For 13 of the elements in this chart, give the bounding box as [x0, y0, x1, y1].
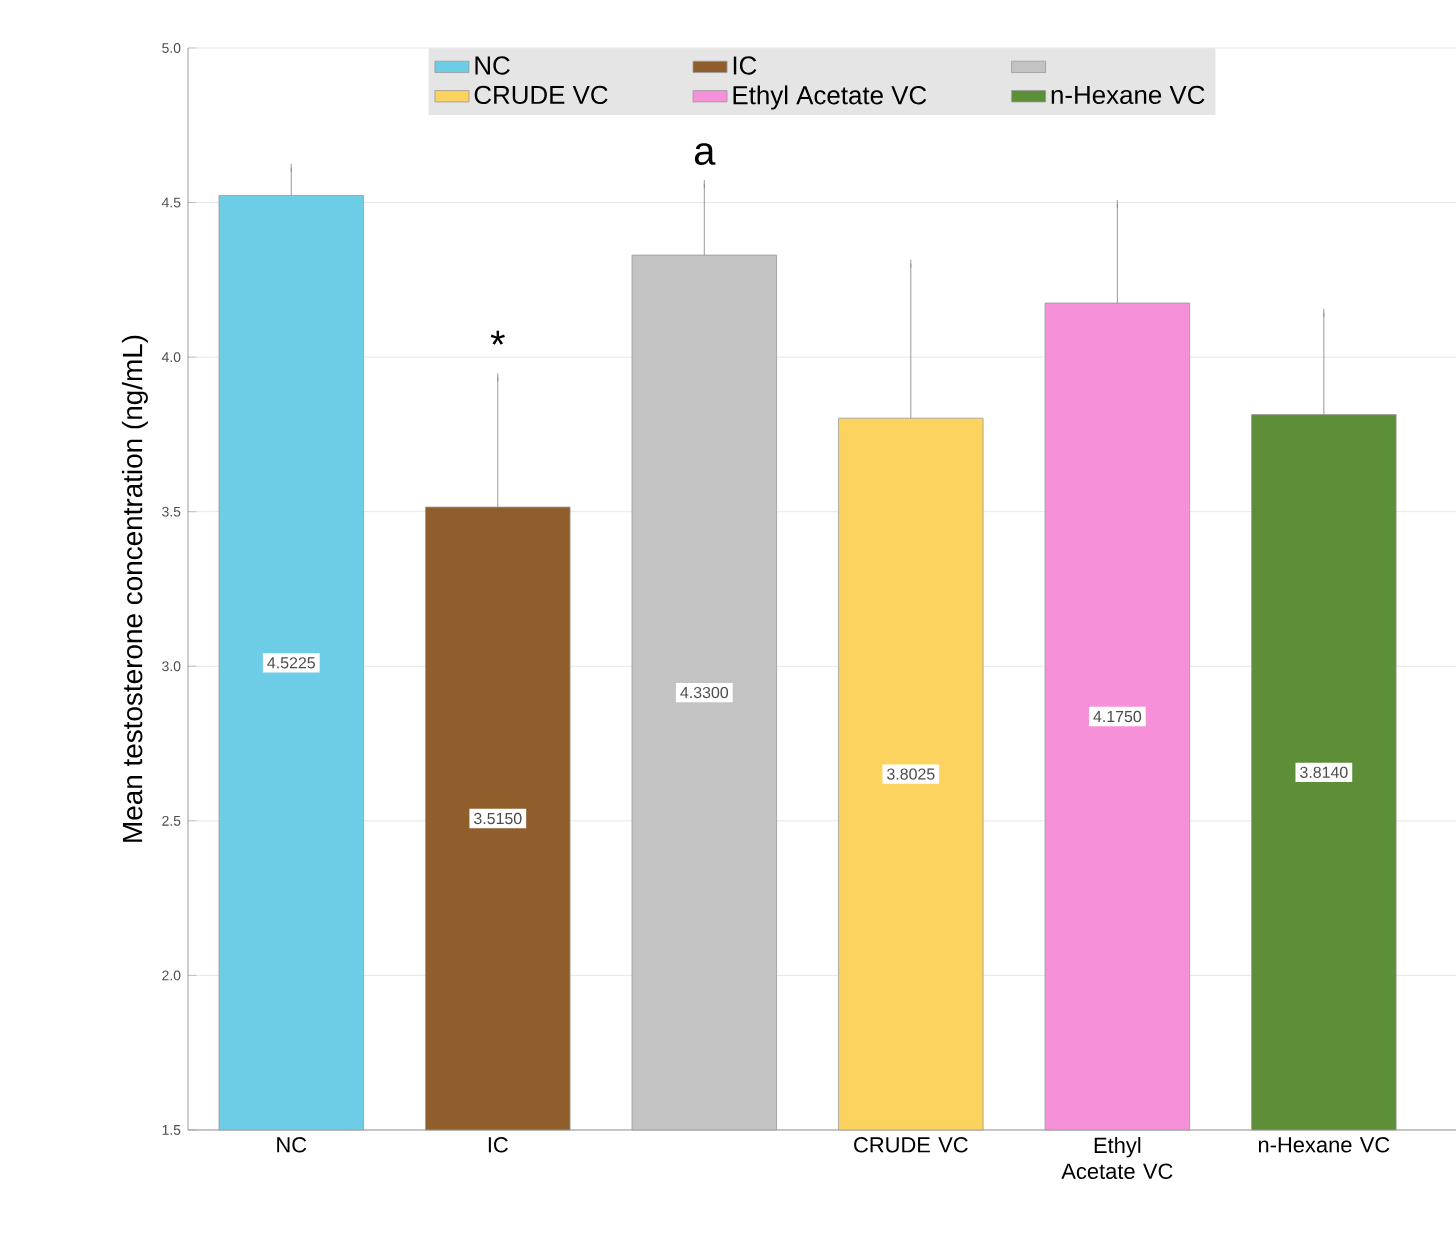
legend-label: Ethyl Acetate VC	[733, 85, 927, 110]
x-tick-label: IC	[488, 1137, 508, 1153]
x-tick-label: Ethyl Acetate VC	[1061, 1137, 1173, 1180]
x-tick-label: CRUDE VC	[854, 1137, 968, 1153]
legend-label: IC	[733, 56, 757, 75]
legend-label: CRUDE VC	[474, 85, 608, 105]
x-tick-label: NC	[277, 1137, 307, 1153]
annotation: *	[490, 330, 505, 345]
annotation: a	[694, 143, 716, 165]
legend-label: NC	[475, 56, 510, 75]
x-tick-label: n-Hexane VC	[1258, 1137, 1390, 1153]
legend-label: n-Hexane VC	[1051, 85, 1205, 105]
y-axis-title: Mean testosterone concentration (ng/mL)	[121, 335, 148, 842]
